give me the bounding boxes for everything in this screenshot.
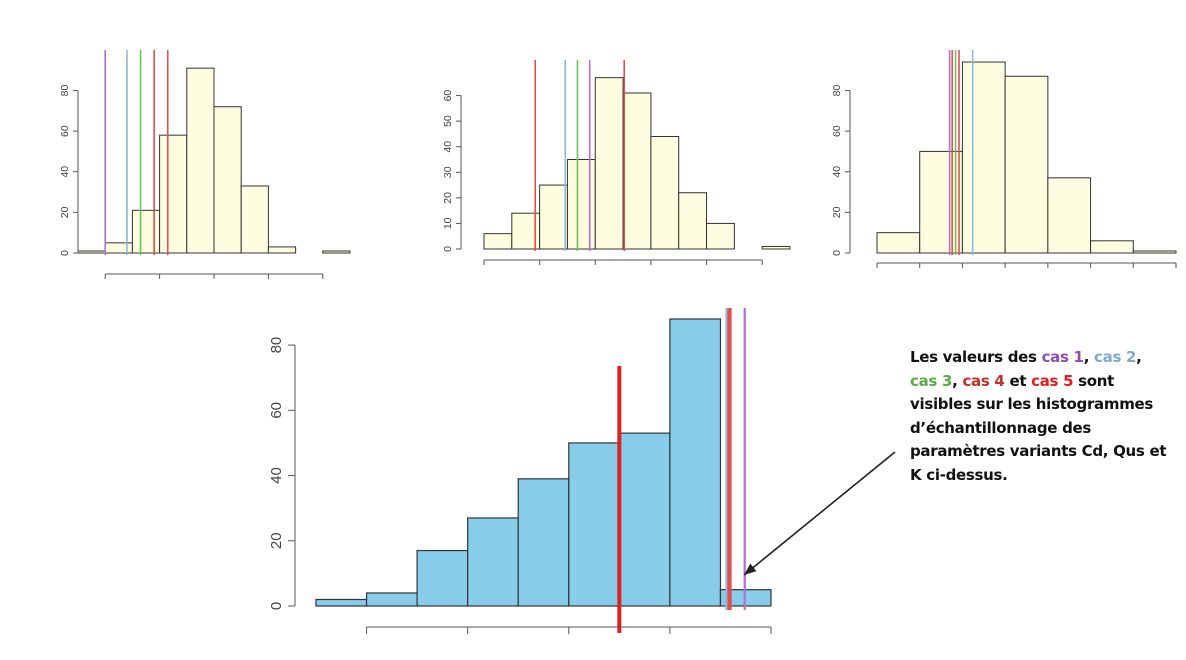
chart-histogram-cd: 0 20 40 60 80: [59, 50, 351, 279]
y-tick-label: 80: [59, 84, 71, 96]
histogram-bar: [1132, 250, 1177, 254]
annotation-part: sont visibles sur les histogrammes d’éch…: [910, 371, 1167, 484]
histogram-bar: [1047, 177, 1092, 254]
y-tick-label: 20: [59, 206, 71, 218]
histogram-bar: [1004, 75, 1049, 254]
histogram-bar: [961, 61, 1006, 254]
arrow-shaft: [743, 451, 896, 576]
histogram-bar: [467, 517, 519, 607]
y-tick-label: 20: [268, 532, 285, 549]
histogram-bar: [315, 598, 368, 607]
annotation-text: Les valeurs des cas 1, cas 2, cas 3, cas…: [910, 346, 1172, 487]
histogram-bar: [876, 232, 921, 254]
y-tick-label: 0: [59, 250, 71, 256]
histogram-bar: [594, 77, 624, 250]
y-tick-label: 20: [831, 206, 843, 218]
histogram-bar: [322, 250, 351, 254]
chart-histogram-qus: 0 10 20 30 40 50 60: [442, 60, 791, 265]
chart-histogram-k: 0 20 40 60 80: [831, 50, 1177, 268]
annotation-part: ,: [1136, 348, 1142, 366]
y-tick-label: 30: [442, 166, 454, 178]
histogram-bar: [186, 67, 215, 254]
histogram-bar: [416, 549, 469, 607]
annotation-part: et: [1004, 371, 1032, 390]
histogram-bar: [568, 442, 620, 607]
histogram-bar: [267, 246, 297, 254]
y-tick-label: 0: [831, 250, 843, 256]
y-tick-label: 60: [268, 402, 285, 419]
histogram-bar: [365, 592, 418, 607]
histogram-bar: [566, 159, 596, 250]
y-tick-label: 60: [59, 125, 71, 137]
annotation-part: cas 1: [1041, 348, 1084, 366]
histogram-bar: [678, 192, 708, 250]
histogram-bar: [240, 185, 269, 254]
y-tick-label: 40: [268, 467, 285, 484]
histogram-bar: [104, 242, 133, 254]
histogram-bar: [706, 222, 735, 250]
histogram-bar: [77, 250, 106, 254]
y-tick-label: 80: [831, 84, 843, 96]
histogram-bar: [650, 135, 680, 250]
histogram-bar: [539, 184, 568, 250]
chart-histogram-z: 0 20 40 60 80: [268, 308, 772, 634]
y-tick-label: 50: [442, 115, 454, 127]
annotation-part: Les valeurs des: [910, 348, 1042, 366]
y-tick-label: 60: [831, 125, 843, 137]
histogram-bar: [159, 134, 188, 254]
y-tick-label: 0: [442, 246, 454, 252]
annotation-part: cas 2: [1094, 348, 1137, 366]
y-tick-label: 40: [59, 166, 71, 178]
annotation-part: ,: [952, 371, 963, 390]
annotation-part: cas 5: [1031, 371, 1074, 390]
histogram-bar: [1090, 240, 1134, 254]
histogram-bar: [669, 318, 722, 607]
y-tick-label: 10: [442, 217, 454, 229]
histogram-bar: [622, 92, 652, 250]
y-tick-label: 20: [442, 192, 454, 204]
arrow-head: [744, 563, 757, 575]
y-tick-label: 80: [268, 337, 285, 354]
annotation-part: cas 4: [962, 371, 1005, 390]
histogram-bar: [483, 233, 513, 250]
annotation-part: cas 3: [910, 371, 953, 390]
histogram-bar: [517, 478, 570, 607]
histogram-bar: [213, 106, 242, 254]
histogram-bar: [131, 209, 161, 254]
histogram-bar: [761, 245, 791, 250]
histogram-bar: [618, 432, 671, 607]
y-tick-label: 60: [442, 90, 454, 102]
y-tick-label: 0: [268, 602, 285, 610]
y-tick-label: 40: [831, 166, 843, 178]
annotation-part: ,: [1083, 348, 1095, 366]
y-tick-label: 40: [442, 141, 454, 153]
annotation-arrow: [743, 451, 896, 576]
